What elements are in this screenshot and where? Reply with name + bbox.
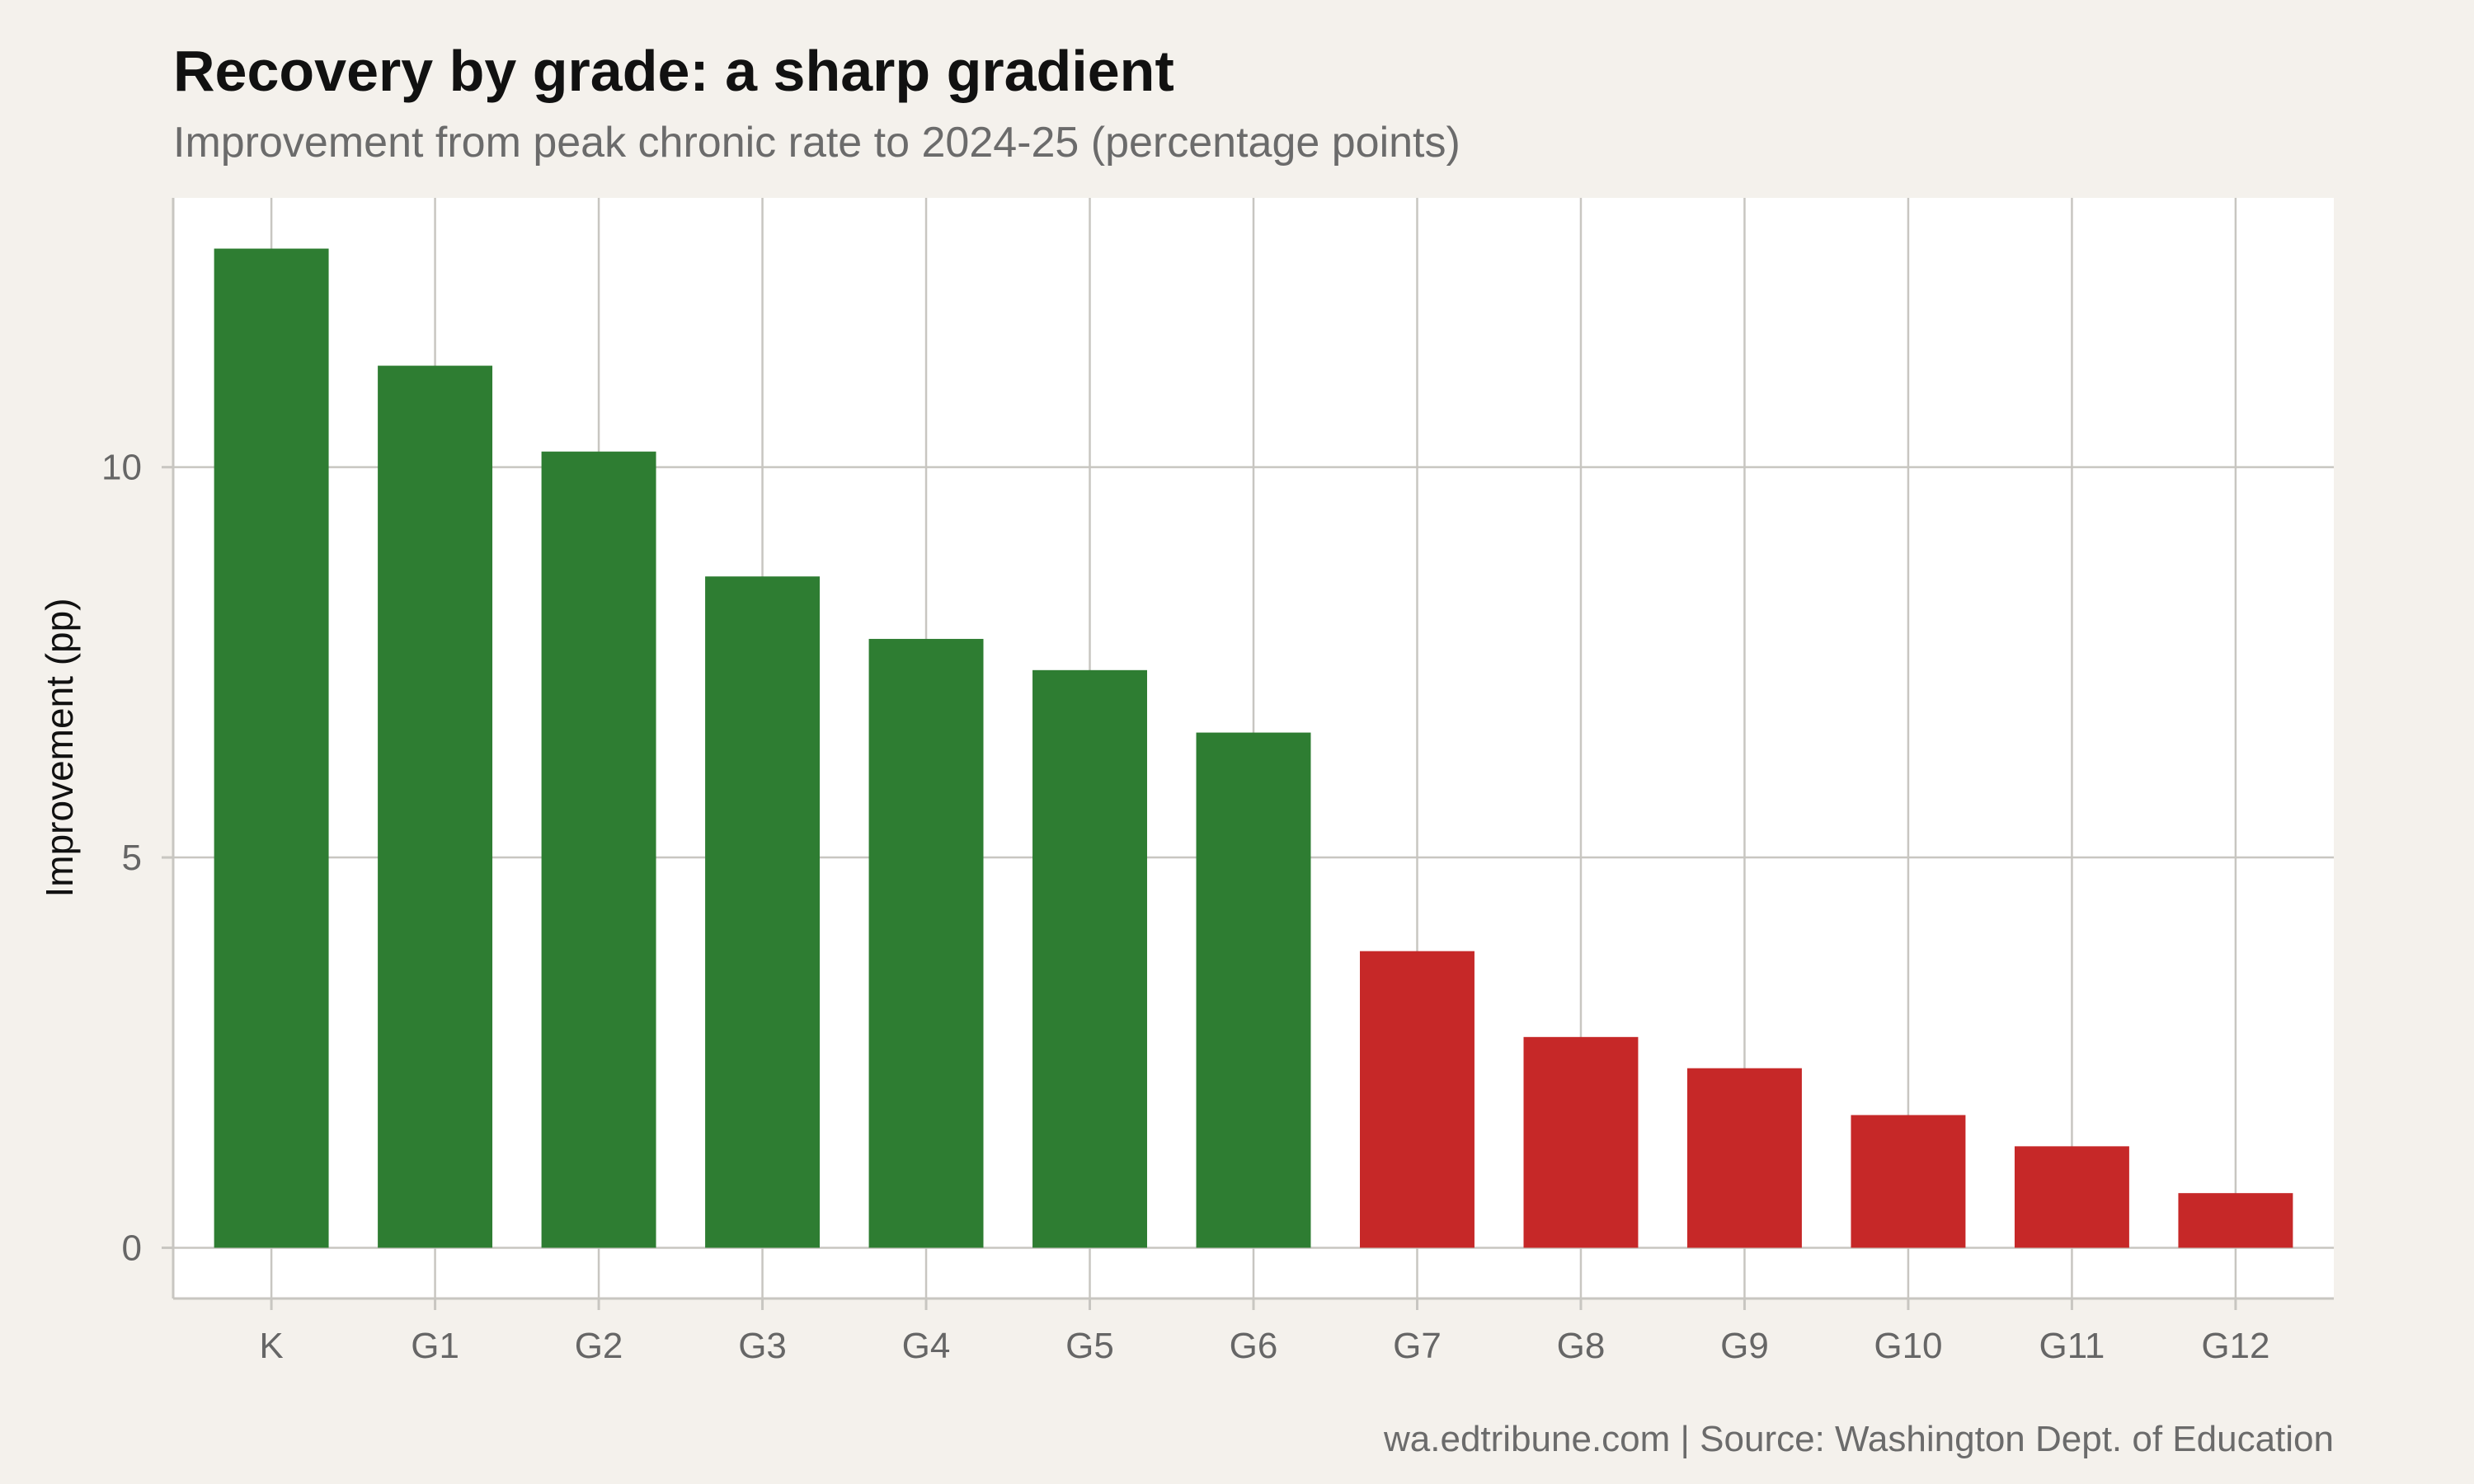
- bar-g10: [1851, 1115, 1966, 1248]
- x-tick-label: G7: [1393, 1326, 1442, 1366]
- bar-g9: [1686, 1068, 1802, 1248]
- x-tick-label: G1: [411, 1326, 459, 1366]
- bar-g5: [1032, 669, 1147, 1248]
- tick-labels: 0 5 10 K G1 G2 G3 G4 G5 G6 G7 G8 G9 G10 G11 G12: [101, 448, 2269, 1366]
- x-tick-label: G11: [2039, 1326, 2105, 1366]
- bar-g1: [378, 365, 493, 1248]
- x-tick-label: G12: [2201, 1326, 2269, 1366]
- x-tick-label: G6: [1230, 1326, 1278, 1366]
- chart-subtitle: Improvement from peak chronic rate to 20…: [173, 119, 1460, 167]
- bar-g8: [1523, 1036, 1639, 1248]
- y-tick-label: 5: [122, 838, 142, 878]
- bar-g7: [1360, 951, 1475, 1248]
- bar-g6: [1196, 732, 1311, 1248]
- bar-g4: [868, 638, 984, 1248]
- chart-caption: wa.edtribune.com | Source: Washington De…: [1383, 1419, 2334, 1459]
- y-axis-title: Improvement (pp): [38, 598, 81, 897]
- y-tick-label: 0: [122, 1228, 142, 1268]
- bars: [214, 248, 2293, 1248]
- bar-g12: [2178, 1193, 2293, 1248]
- x-tick-label: G3: [738, 1326, 787, 1366]
- bar-g2: [541, 451, 656, 1248]
- bar-k: [214, 248, 329, 1248]
- x-tick-label: G9: [1720, 1326, 1769, 1366]
- bar-g11: [2014, 1146, 2129, 1248]
- y-tick-label: 10: [101, 448, 142, 488]
- x-tick-label: G8: [1557, 1326, 1606, 1366]
- x-tick-label: G2: [575, 1326, 623, 1366]
- x-tick-label: K: [259, 1326, 283, 1366]
- bar-g3: [705, 576, 821, 1248]
- x-tick-label: G4: [902, 1326, 951, 1366]
- x-tick-label: G10: [1874, 1326, 1942, 1366]
- chart-title: Recovery by grade: a sharp gradient: [173, 39, 1174, 103]
- x-tick-label: G5: [1065, 1326, 1114, 1366]
